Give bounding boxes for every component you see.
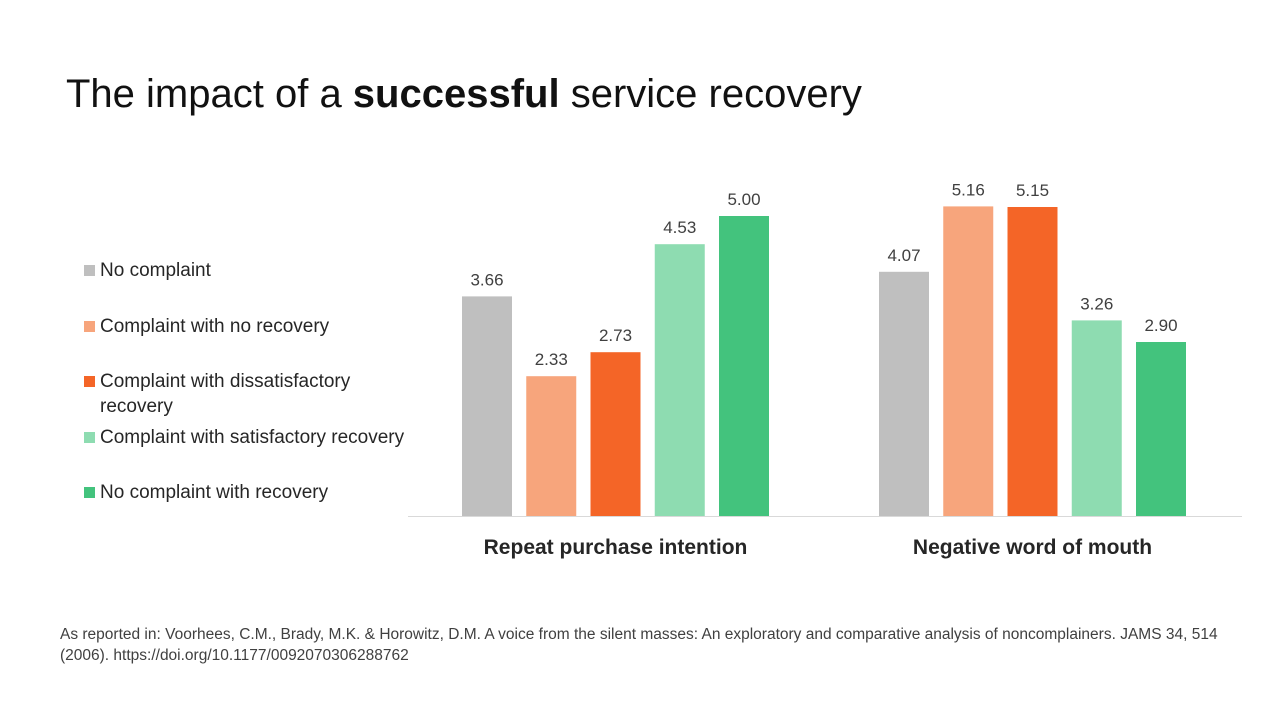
legend-label: Complaint with satisfactory recovery <box>100 427 405 448</box>
data-label: 3.26 <box>1080 294 1113 313</box>
data-label: 4.07 <box>887 246 920 265</box>
bar <box>1007 207 1058 516</box>
bar <box>654 244 705 516</box>
legend-swatch <box>84 321 95 332</box>
legend-label: Complaint with dissatisfactory recovery <box>100 371 351 417</box>
bar <box>590 352 641 516</box>
legend-label: Complaint with no recovery <box>100 316 330 337</box>
bar <box>943 206 994 516</box>
bar <box>526 376 577 516</box>
bar <box>719 216 769 516</box>
data-label: 4.53 <box>663 218 696 237</box>
data-label: 2.90 <box>1144 316 1177 335</box>
source-footnote: As reported in: Voorhees, C.M., Brady, M… <box>60 626 1218 664</box>
legend-label: No complaint <box>100 260 211 281</box>
category-label: Negative word of mouth <box>913 536 1152 559</box>
bar <box>1136 342 1186 516</box>
title-prefix: The impact of a <box>66 72 353 116</box>
data-label: 2.73 <box>599 326 632 345</box>
data-label: 2.33 <box>535 350 568 369</box>
title-emphasis: successful <box>352 72 560 116</box>
title-suffix: service recovery <box>559 72 862 116</box>
legend-swatch <box>84 265 95 276</box>
category-label: Repeat purchase intention <box>484 536 748 559</box>
bar <box>879 271 929 516</box>
data-label: 5.15 <box>1016 181 1049 200</box>
bar <box>462 296 512 516</box>
data-label: 5.16 <box>952 180 985 199</box>
data-label: 3.66 <box>470 270 503 289</box>
legend-swatch <box>84 487 95 498</box>
page-title: The impact of a successful service recov… <box>66 72 862 117</box>
x-axis-labels: Repeat purchase intention Negative word o… <box>484 536 1152 559</box>
data-label: 5.00 <box>727 190 760 209</box>
legend-swatch <box>84 432 95 443</box>
bars-layer: 3.66 2.33 2.73 4.53 5.00 4.07 5.16 5.15 3.26 2.90 <box>462 180 1186 516</box>
legend-swatch <box>84 376 95 387</box>
legend-label: No complaint with recovery <box>100 482 329 503</box>
bar <box>1071 320 1122 516</box>
